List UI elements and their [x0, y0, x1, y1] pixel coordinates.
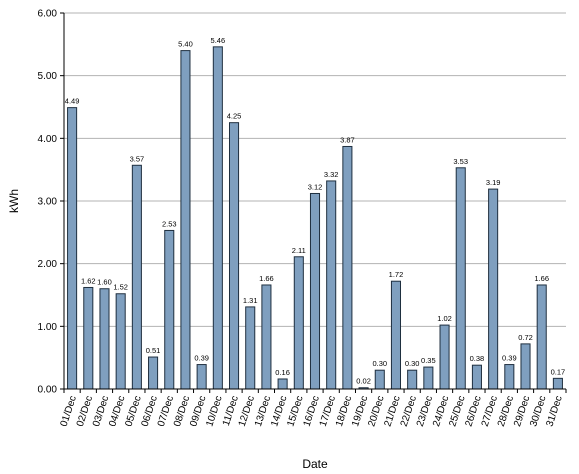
y-tick-label: 0.00: [38, 385, 58, 396]
data-label: 0.72: [518, 333, 533, 342]
data-label: 0.30: [405, 359, 420, 368]
bar: [326, 180, 337, 390]
bar: [342, 145, 353, 390]
data-label: 1.66: [534, 274, 549, 283]
data-label: 3.57: [130, 154, 145, 163]
bar: [164, 229, 175, 390]
bar: [488, 188, 499, 390]
y-tick-label: 3.00: [38, 197, 58, 208]
y-tick-label: 2.00: [38, 259, 58, 270]
y-tick-label: 5.00: [38, 71, 58, 82]
y-tick-label: 1.00: [38, 322, 58, 333]
data-label: 3.12: [308, 182, 323, 191]
data-label: 1.72: [389, 270, 404, 279]
bar: [520, 343, 531, 390]
data-label: 1.31: [243, 296, 258, 305]
x-axis-title: Date: [302, 457, 328, 471]
bar: [196, 364, 207, 390]
bar: [228, 122, 240, 390]
bar: [99, 288, 110, 390]
data-label: 1.52: [113, 283, 128, 292]
bar: [245, 306, 256, 390]
data-label: 0.30: [372, 359, 387, 368]
bar: [277, 378, 288, 390]
bar: [471, 364, 482, 390]
y-tick-label: 4.00: [38, 134, 58, 145]
bar: [131, 164, 142, 390]
data-label: 4.25: [227, 112, 242, 121]
y-axis-title: kWh: [7, 189, 21, 213]
data-label: 0.35: [421, 356, 436, 365]
bar: [83, 286, 94, 390]
data-labels: 4.49 1.62 1.601.52 3.57 0.51 2.53 5.40 0.39 5.46…: [65, 36, 565, 386]
data-label: 0.51: [146, 346, 161, 355]
data-label: 4.49: [65, 97, 80, 106]
x-axis-ticks: 01/Dec02/Dec03/Dec04/Dec05/Dec06/Dec07/D…: [59, 389, 567, 428]
bar: [407, 369, 418, 390]
bar: [536, 284, 547, 390]
data-label: 5.40: [178, 40, 193, 49]
bar: [309, 192, 321, 390]
data-label: 2.11: [292, 246, 306, 255]
data-label: 1.60: [97, 278, 112, 287]
bar: [115, 293, 126, 390]
data-label: 1.02: [437, 314, 452, 323]
y-axis-ticks: 0.00 1.00 2.00 3.00 4.00 5.00 6.00: [38, 9, 64, 396]
data-label: 0.02: [356, 377, 371, 386]
bar: [67, 107, 78, 390]
data-label: 3.53: [453, 157, 468, 166]
data-label: 2.53: [162, 219, 177, 228]
bars: [67, 46, 563, 390]
bar: [180, 50, 191, 390]
bar: [212, 46, 223, 390]
bar: [423, 366, 434, 390]
bar: [455, 167, 466, 390]
y-tick-label: 6.00: [38, 9, 58, 20]
data-label: 1.62: [81, 276, 96, 285]
bar: [261, 284, 272, 390]
data-label: 3.87: [340, 135, 355, 144]
data-label: 0.38: [470, 354, 485, 363]
bar: [552, 377, 563, 390]
bar: [504, 364, 515, 390]
data-label: 0.39: [194, 354, 209, 363]
data-label: 3.19: [486, 178, 501, 187]
data-label: 0.39: [502, 354, 517, 363]
data-label: 0.16: [275, 368, 290, 377]
data-label: 1.66: [259, 274, 274, 283]
data-label: 3.32: [324, 170, 339, 179]
data-label: 5.46: [211, 36, 226, 45]
bar: [374, 369, 385, 390]
bar: [439, 324, 450, 390]
bar: [390, 280, 402, 390]
bar: [148, 356, 159, 390]
data-label: 0.17: [551, 367, 566, 376]
bar: [293, 256, 304, 390]
